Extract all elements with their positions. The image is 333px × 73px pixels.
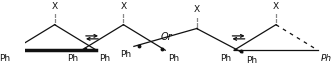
Text: Or: Or — [161, 32, 172, 42]
Text: Ph: Ph — [246, 56, 257, 65]
Text: Ph: Ph — [100, 54, 111, 63]
Text: Ph: Ph — [220, 54, 231, 63]
Text: X: X — [273, 2, 279, 11]
Text: Ph: Ph — [120, 50, 131, 59]
Text: Ph: Ph — [168, 54, 179, 63]
Text: Ph: Ph — [321, 54, 332, 63]
Text: Ph: Ph — [0, 54, 10, 63]
Text: X: X — [193, 5, 200, 14]
Text: X: X — [52, 2, 58, 11]
Text: X: X — [120, 2, 127, 11]
Text: Ph: Ph — [67, 54, 79, 63]
